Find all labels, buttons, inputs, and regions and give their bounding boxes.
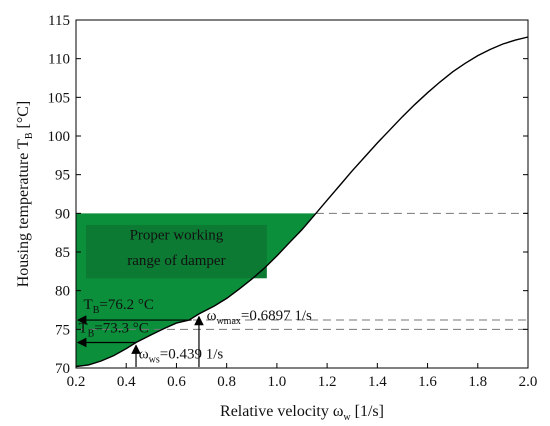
y-tick-label: 100 — [48, 129, 71, 145]
x-axis-label: Relative velocity ωw [1/s] — [220, 403, 384, 423]
x-tick-label: 1.8 — [468, 374, 487, 390]
y-tick-label: 80 — [55, 284, 70, 300]
temperature-curve — [75, 36, 529, 368]
x-tick-label: 0.2 — [67, 374, 86, 390]
y-tick-label: 95 — [55, 168, 70, 184]
x-tick-label: 0.4 — [117, 374, 136, 390]
y-tick-label: 85 — [55, 245, 70, 261]
x-tick-label: 1.6 — [418, 374, 437, 390]
plot-frame — [75, 19, 529, 369]
y-tick-label: 90 — [55, 206, 70, 222]
tb1-label: TB=76.2 °C — [84, 297, 154, 316]
y-axis-label: Housing temperature TB [°C] — [15, 101, 35, 288]
x-tick-label: 1.2 — [318, 374, 337, 390]
x-tick-label: 1.0 — [268, 374, 287, 390]
x-tick-label: 0.6 — [167, 374, 186, 390]
x-tick-label: 2.0 — [519, 374, 538, 390]
y-tick-label: 115 — [48, 13, 70, 29]
working-range-box — [86, 224, 267, 279]
box-text-line2: range of damper — [127, 253, 225, 269]
y-tick-label: 70 — [55, 361, 70, 377]
x-tick-label: 1.4 — [368, 374, 387, 390]
wmax-label: ωwmax=0.6897 1/s — [207, 308, 312, 327]
y-tick-label: 110 — [48, 52, 70, 68]
tb2-label: TB=73.3 °C — [79, 320, 149, 339]
box-text-line1: Proper working — [130, 228, 224, 244]
y-tick-label: 105 — [48, 90, 71, 106]
x-tick-label: 0.8 — [217, 374, 236, 390]
ws-label: ωws=0.439 1/s — [139, 347, 224, 366]
y-tick-label: 75 — [55, 322, 70, 338]
